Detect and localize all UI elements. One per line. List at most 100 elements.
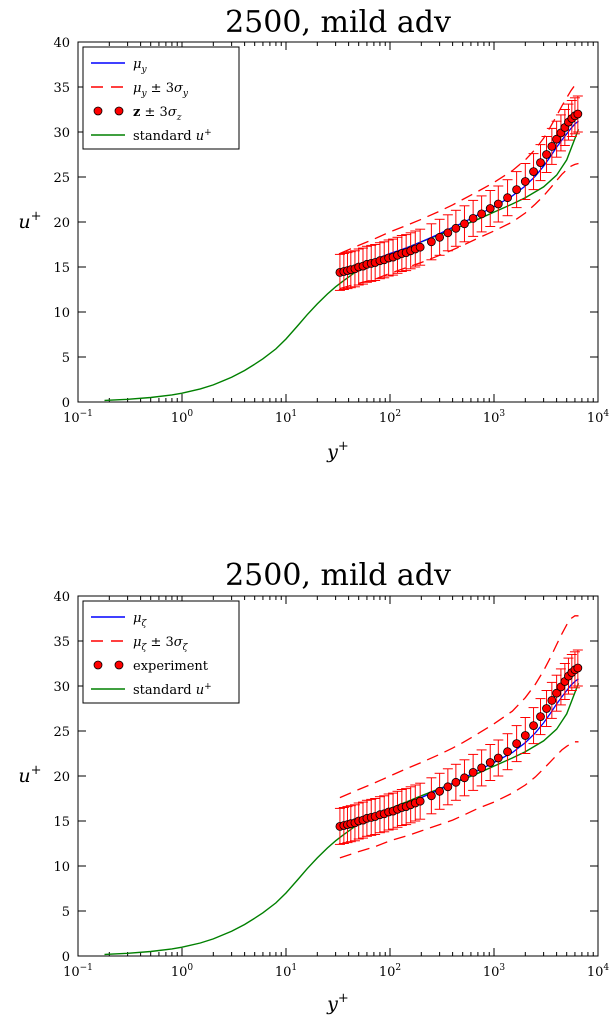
- y-tick-label: 15: [53, 261, 70, 276]
- y-tick-label: 15: [53, 815, 70, 830]
- data-point: [451, 223, 461, 233]
- legend: μy μy ± 3σy z ± 3σz standard u+: [82, 46, 240, 150]
- chart-1: 2500, mild adv 10−1 100 101 102 103 104 0 5 10 15 2…: [18, 5, 609, 463]
- data-point: [552, 134, 562, 144]
- data-point: [536, 712, 545, 721]
- data-point: [460, 219, 469, 229]
- legend: μζ μζ ± 3σζ experiment standard u+: [82, 600, 240, 704]
- chart-2: 2500, mild adv 10−1 100 101 102 103 104 0 5 10 15 2…: [18, 558, 609, 1015]
- data-point: [503, 747, 512, 757]
- data-point: [415, 242, 425, 252]
- x-tick-label: 103: [483, 409, 506, 426]
- data-point: [468, 768, 478, 777]
- data-point: [477, 763, 487, 773]
- data-point: [542, 150, 551, 159]
- data-point: [435, 232, 445, 242]
- legend-marker: [114, 106, 124, 116]
- y-tick-label: 35: [53, 635, 70, 650]
- chart-title: 2500, mild adv: [225, 558, 451, 593]
- data-point: [520, 177, 530, 186]
- data-point: [426, 791, 436, 801]
- data-point: [536, 158, 545, 168]
- series-line: [339, 615, 579, 799]
- x-tick-label: 104: [587, 409, 610, 426]
- series-line: [339, 678, 579, 828]
- data-point: [426, 237, 436, 247]
- legend-label: μy: [133, 57, 147, 75]
- data-point: [485, 758, 495, 767]
- x-tick-label: 100: [171, 409, 194, 426]
- data-point: [529, 721, 538, 730]
- y-tick-label: 25: [53, 171, 70, 186]
- legend-marker: [114, 660, 124, 670]
- x-tick-label: 102: [379, 963, 401, 980]
- data-point: [435, 786, 445, 796]
- series-line: [339, 741, 579, 859]
- data-point: [477, 209, 487, 219]
- y-tick-label: 30: [53, 680, 70, 695]
- legend-label: standard u+: [133, 128, 212, 144]
- series-line: [339, 162, 579, 290]
- data-point: [451, 777, 461, 787]
- x-tick-label: 104: [587, 963, 610, 980]
- series-line: [339, 120, 579, 274]
- legend-marker: [93, 106, 103, 116]
- y-tick-label: 20: [53, 770, 70, 785]
- legend-marker: [93, 660, 103, 670]
- data-point: [468, 213, 478, 223]
- y-axis-label: u+: [18, 763, 41, 787]
- data-point: [542, 704, 551, 713]
- y-axis-label: u+: [18, 209, 41, 233]
- y-tick-label: 40: [53, 36, 70, 51]
- data-point: [443, 782, 453, 792]
- y-tick-label: 40: [53, 590, 70, 605]
- x-tick-label: 102: [379, 409, 401, 426]
- y-tick-label: 0: [62, 396, 70, 411]
- data-point: [443, 228, 453, 238]
- x-axis-label: y+: [326, 991, 349, 1015]
- data-point: [485, 204, 495, 213]
- data-point: [460, 773, 469, 783]
- data-point: [573, 663, 583, 673]
- y-tick-label: 10: [53, 860, 70, 875]
- data-point: [415, 796, 425, 806]
- legend-label: μζ: [133, 611, 147, 629]
- legend-box: [82, 46, 240, 150]
- data-point: [503, 193, 512, 203]
- y-tick-label: 35: [53, 81, 70, 96]
- plot-area: [104, 615, 583, 956]
- y-tick-label: 25: [53, 725, 70, 740]
- x-tick-label: 101: [275, 963, 297, 980]
- x-axis-label: y+: [326, 439, 349, 463]
- series-line: [339, 83, 579, 255]
- data-point: [520, 731, 530, 740]
- legend-label: experiment: [133, 659, 209, 674]
- x-tick-label: 10−1: [63, 409, 93, 426]
- legend-label: μy ± 3σy: [133, 81, 189, 99]
- y-tick-label: 10: [53, 306, 70, 321]
- data-point: [493, 199, 503, 209]
- data-point: [529, 167, 538, 177]
- y-tick-label: 5: [62, 351, 70, 366]
- legend-box: [82, 600, 240, 704]
- data-point: [573, 109, 583, 119]
- x-tick-label: 10−1: [63, 963, 93, 980]
- y-tick-label: 0: [62, 950, 70, 965]
- legend-label: standard u+: [133, 682, 212, 698]
- x-tick-label: 101: [275, 409, 297, 426]
- data-point: [547, 696, 557, 705]
- y-tick-label: 20: [53, 216, 70, 231]
- data-point: [547, 141, 557, 151]
- chart-title: 2500, mild adv: [225, 5, 451, 40]
- data-point: [493, 753, 503, 763]
- series-line: [104, 129, 580, 402]
- y-tick-label: 30: [53, 126, 70, 141]
- series-line: [104, 683, 580, 956]
- data-point: [512, 185, 522, 195]
- x-tick-label: 103: [483, 963, 506, 980]
- data-point: [512, 739, 522, 748]
- legend-label: z ± 3σz: [133, 105, 182, 123]
- y-tick-label: 5: [62, 905, 70, 920]
- plot-area: [104, 83, 583, 402]
